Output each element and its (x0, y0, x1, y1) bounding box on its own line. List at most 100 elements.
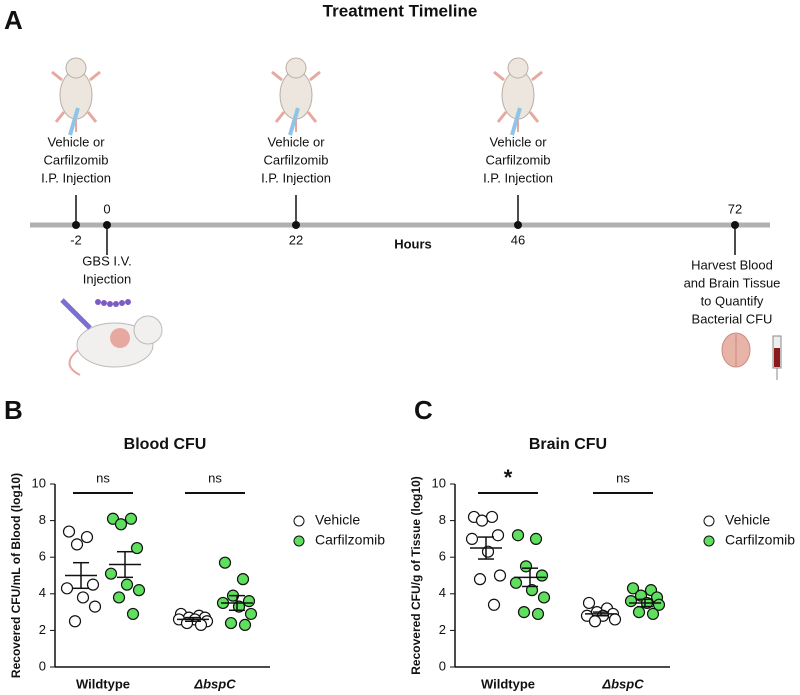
mouse-limb (54, 111, 66, 123)
mouse-limb (89, 70, 101, 82)
event-dot (103, 221, 111, 229)
data-point (473, 573, 487, 586)
y-tick-label: 2 (39, 622, 46, 637)
x-tick-label: Wildtype (76, 676, 130, 691)
event-label: Carfilzomib (485, 152, 550, 167)
significance-label: * (504, 465, 513, 490)
data-point (224, 616, 238, 630)
significance-label: ns (616, 470, 630, 485)
legend-label: Carfilzomib (315, 532, 385, 548)
chart-title: Blood CFU (124, 436, 207, 453)
data-point (242, 595, 256, 608)
data-point (76, 591, 90, 604)
data-point (485, 510, 499, 524)
event-label: Carfilzomib (263, 152, 328, 167)
data-point (588, 615, 602, 628)
data-point (238, 618, 252, 632)
panel-letter: B (4, 395, 23, 425)
data-point (537, 591, 551, 604)
event-tick-label: -2 (70, 232, 82, 247)
event-label: Injection (83, 271, 131, 286)
legend-marker (293, 515, 305, 527)
data-point (104, 567, 118, 580)
event-dot (292, 221, 300, 229)
event-tick-label: 0 (103, 201, 110, 216)
event-label: GBS I.V. (82, 253, 131, 268)
legend-marker (703, 515, 715, 527)
event-label: and Brain Tissue (684, 275, 781, 290)
event-dot (514, 221, 522, 229)
y-axis-label: Recovered CFU/g of Tissue (log10) (409, 476, 423, 675)
mouse-limb (496, 111, 508, 123)
data-point (88, 600, 102, 613)
mouse-limb (86, 111, 98, 123)
y-axis-label: Recovered CFU/mL of Blood (log10) (9, 473, 23, 678)
y-tick-label: 8 (39, 512, 46, 527)
data-point (465, 532, 479, 546)
event-dot (731, 221, 739, 229)
mouse-limb (493, 70, 505, 82)
data-point (68, 615, 82, 628)
panel-letter: C (414, 395, 433, 425)
event-label: Harvest Blood (691, 257, 773, 272)
data-point (244, 607, 258, 621)
data-point (626, 582, 640, 595)
event-tick-label: 72 (728, 201, 742, 216)
data-point (236, 573, 250, 586)
event-label: Vehicle or (47, 134, 105, 149)
y-tick-label: 10 (432, 475, 446, 490)
event-label: Carfilzomib (43, 152, 108, 167)
data-point (218, 556, 232, 569)
y-tick-label: 6 (439, 549, 446, 564)
data-point (112, 591, 126, 604)
y-tick-label: 10 (32, 475, 46, 490)
data-point (624, 595, 638, 608)
data-point (632, 605, 646, 619)
data-point (519, 560, 533, 573)
event-dot (72, 221, 80, 229)
syringe (288, 107, 300, 136)
mouse-limb (306, 111, 318, 123)
y-tick-label: 4 (39, 585, 46, 600)
syringe (510, 107, 522, 136)
data-point (132, 584, 146, 597)
event-label: I.P. Injection (261, 170, 331, 185)
mouse-limb (274, 111, 286, 123)
data-point (529, 532, 543, 546)
data-point (491, 529, 505, 542)
data-point (535, 569, 549, 582)
mouse-limb (531, 70, 543, 82)
data-point (70, 538, 84, 551)
y-tick-label: 6 (39, 549, 46, 564)
event-label: I.P. Injection (41, 170, 111, 185)
legend-label: Vehicle (315, 512, 360, 528)
event-label: to Quantify (701, 293, 764, 308)
event-tick-label: 22 (289, 232, 303, 247)
legend-marker (703, 535, 715, 547)
brain-syringe-icon (721, 332, 782, 380)
event-tick-label: 46 (511, 232, 525, 247)
data-point (487, 598, 501, 611)
event-label: I.P. Injection (483, 170, 553, 185)
mouse-limb (309, 70, 321, 82)
mouse-limb (271, 70, 283, 82)
y-tick-label: 2 (439, 622, 446, 637)
data-point (114, 518, 128, 531)
timeline-axis-label: Hours (394, 236, 432, 251)
data-point (80, 530, 94, 544)
mouse-limb (51, 70, 63, 82)
panel-letter: A (4, 5, 23, 35)
event-label: Vehicle or (489, 134, 547, 149)
data-point (493, 569, 507, 582)
mouse-icon (60, 298, 163, 376)
x-tick-label: Wildtype (481, 676, 535, 691)
mouse-icon (493, 57, 543, 136)
data-point (511, 529, 525, 542)
mouse-limb (528, 111, 540, 123)
data-point (509, 576, 523, 589)
data-point (62, 525, 76, 538)
x-tick-label: ΔbspC (601, 676, 644, 691)
legend-marker (293, 535, 305, 547)
legend-label: Carfilzomib (725, 532, 795, 548)
